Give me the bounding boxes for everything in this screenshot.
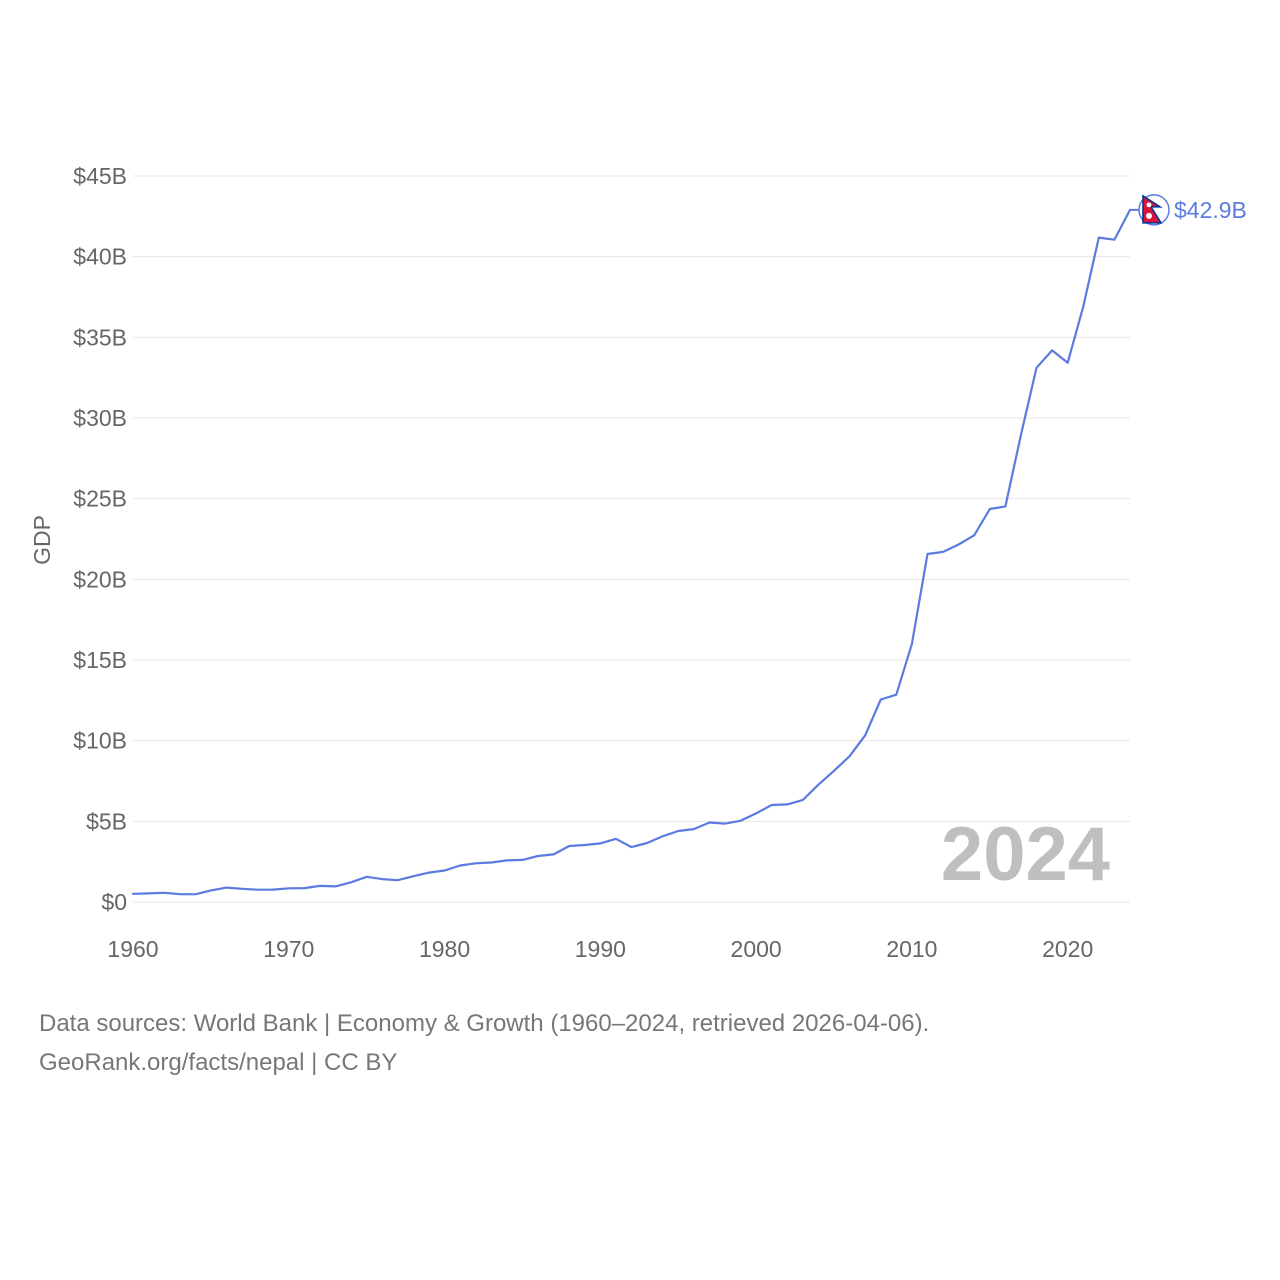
x-tick-label: 1980 xyxy=(419,936,470,962)
x-tick-label: 1990 xyxy=(575,936,626,962)
source-footer: Data sources: World Bank | Economy & Gro… xyxy=(39,1004,1239,1082)
y-tick-label: $35B xyxy=(73,324,127,350)
x-tick-label: 2020 xyxy=(1042,936,1093,962)
y-tick-label: $0 xyxy=(101,889,127,915)
x-tick-label: 2000 xyxy=(731,936,782,962)
nepal-flag-icon xyxy=(1138,194,1170,226)
y-tick-label: $10B xyxy=(73,728,127,754)
y-tick-label: $25B xyxy=(73,486,127,512)
y-tick-label: $30B xyxy=(73,405,127,431)
y-axis-title: GDP xyxy=(29,515,55,565)
series-group xyxy=(131,208,1132,896)
x-tick-label: 1960 xyxy=(107,936,158,962)
end-value-label: $42.9B xyxy=(1174,197,1247,223)
end-marker: $42.9B xyxy=(1130,194,1247,226)
x-tick-label: 2010 xyxy=(886,936,937,962)
gridlines xyxy=(133,175,1130,903)
y-tick-label: $15B xyxy=(73,647,127,673)
y-tick-label: $40B xyxy=(73,244,127,270)
license-line: GeoRank.org/facts/nepal | CC BY xyxy=(39,1049,398,1076)
year-watermark: 2024 xyxy=(941,812,1110,897)
y-axis-ticks: $0 $5B $10B $15B $20B $25B $30B $35B $40B $45B xyxy=(73,163,127,915)
x-axis-ticks: 1960 1970 1980 1990 2000 2010 2020 xyxy=(107,936,1093,962)
y-tick-label: $5B xyxy=(86,808,127,834)
source-line: Data sources: World Bank | Economy & Gro… xyxy=(39,1010,930,1037)
x-tick-label: 1970 xyxy=(263,936,314,962)
y-tick-label: $20B xyxy=(73,566,127,592)
series-line xyxy=(131,208,1132,896)
y-tick-label: $45B xyxy=(73,163,127,189)
